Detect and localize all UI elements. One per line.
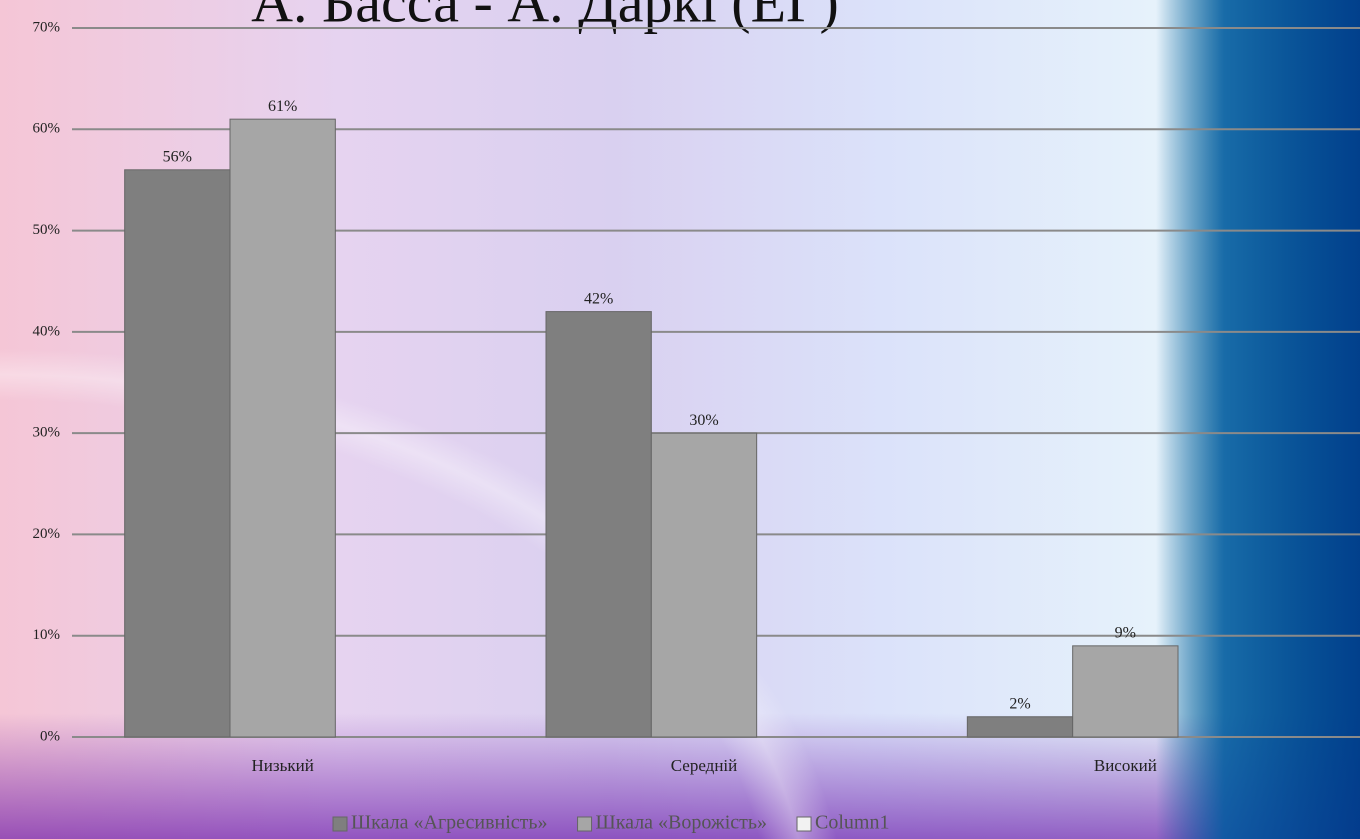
x-tick-label: Низький: [252, 756, 314, 775]
legend-swatch: [796, 816, 812, 832]
data-label: 2%: [1009, 695, 1030, 712]
data-label: 61%: [268, 98, 297, 115]
y-tick-label: 60%: [33, 121, 61, 137]
data-label: 56%: [163, 148, 192, 165]
bar: [966, 716, 1074, 738]
legend-label: Column1: [815, 812, 889, 834]
legend-label: Шкала «Агресивність»: [351, 812, 548, 834]
x-tick-label: Високий: [1094, 756, 1157, 775]
y-tick-label: 20%: [33, 526, 61, 542]
legend-swatch: [332, 816, 348, 832]
bar: [229, 118, 336, 738]
y-tick-label: 0%: [40, 728, 60, 744]
x-tick-label: Середній: [671, 756, 737, 775]
data-label: 30%: [689, 412, 718, 429]
bar: [650, 432, 758, 738]
chart-title: А. Басса - А. Даркі (ЕГ): [251, 0, 839, 34]
bar: [124, 169, 231, 738]
legend-swatch: [577, 816, 593, 832]
bar: [545, 311, 652, 738]
bar: [1072, 645, 1179, 738]
data-label: 42%: [584, 290, 613, 307]
y-tick-label: 70%: [33, 19, 61, 35]
y-tick-label: 50%: [33, 222, 61, 238]
legend-label: Шкала «Ворожість»: [596, 812, 767, 834]
y-tick-label: 10%: [33, 627, 61, 643]
data-label: 9%: [1115, 625, 1136, 642]
y-tick-label: 30%: [33, 425, 61, 441]
y-tick-label: 40%: [33, 323, 61, 339]
